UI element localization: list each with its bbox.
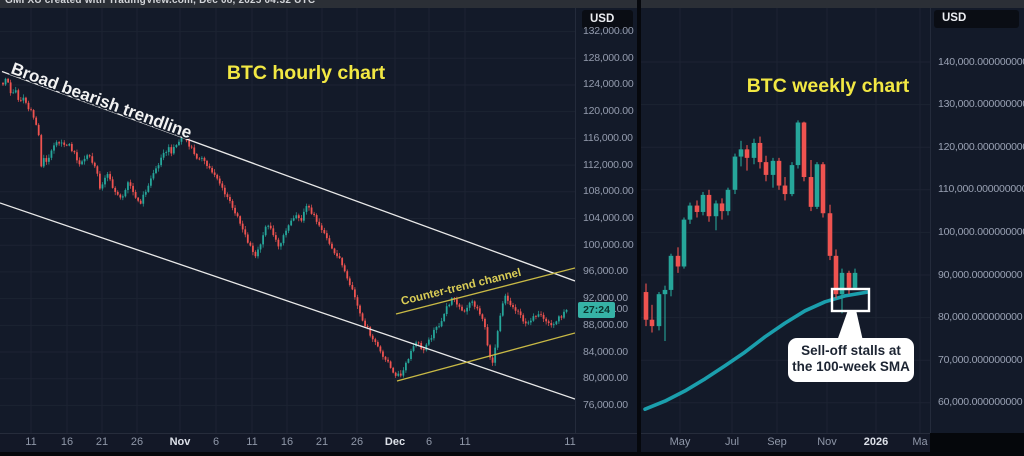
price-tick-label: 88,000.00 xyxy=(583,318,628,331)
bar-countdown-badge: 27:24 xyxy=(578,301,615,318)
trendline-drawings xyxy=(0,70,575,400)
price-tick-label: 130,000.000000000 xyxy=(938,98,1024,111)
hourly-price-axis[interactable]: USD 90,300.00 132,000.00128,000.00124,00… xyxy=(575,8,637,433)
time-tick-label: Nov xyxy=(169,436,191,448)
callout-bubble xyxy=(788,338,914,382)
price-tick-label: 112,000.00 xyxy=(583,158,633,171)
time-tick-label: 6 xyxy=(425,436,433,448)
price-tick-label: 96,000.00 xyxy=(583,265,628,278)
axis-corner xyxy=(930,433,1024,456)
currency-label: USD xyxy=(934,10,1019,28)
price-tick-label: 140,000.000000000 xyxy=(938,55,1024,68)
weekly-price-axis[interactable]: USD 140,000.000000000 130,000.000000000 12… xyxy=(930,8,1024,433)
callout-tail xyxy=(837,310,863,341)
sma-100w-line xyxy=(643,290,870,412)
bearish-trendline-lower xyxy=(0,202,575,400)
hourly-candlestick-series xyxy=(2,77,568,378)
price-tick-label: 132,000.00 xyxy=(583,25,634,38)
time-tick-label: Nov xyxy=(817,436,837,448)
price-tick-label: 116,000.00 xyxy=(583,131,633,144)
weekly-candlestick-series xyxy=(643,120,858,342)
price-tick-label: 80,000.00 xyxy=(583,372,628,385)
bearish-trendline-upper xyxy=(1,70,575,282)
counter-trend-channel-upper xyxy=(395,267,575,315)
time-tick-label: May xyxy=(669,436,691,448)
price-tick-label: 128,000.00 xyxy=(583,51,634,64)
time-tick-label: 11 xyxy=(564,436,576,448)
gridlines xyxy=(0,8,575,433)
bottom-strip xyxy=(0,452,1024,456)
price-tick-label: 100,000.00 xyxy=(583,238,634,251)
price-tick-label: 92,000.00 xyxy=(583,292,628,305)
time-tick-label: 2026 xyxy=(863,436,889,448)
price-tick-label: 84,000.00 xyxy=(583,345,628,358)
time-tick-label: 21 xyxy=(315,436,329,448)
time-tick-label: 11 xyxy=(25,436,37,448)
time-tick-label: Ma xyxy=(912,436,928,448)
hourly-chart-title: BTC hourly chart xyxy=(227,62,386,84)
time-tick-label: 21 xyxy=(95,436,109,448)
time-tick-label: Sep xyxy=(767,436,787,448)
time-tick-label: 26 xyxy=(350,436,364,448)
time-tick-label: 11 xyxy=(459,436,471,448)
time-tick-label: Dec xyxy=(384,436,406,448)
watermark-text: GMI XU created with TradingView.com, Dec… xyxy=(5,0,316,6)
price-tick-label: 80,000.000000000 xyxy=(938,311,1023,324)
bearish-trendline-label: Broad bearish trendline xyxy=(9,59,195,142)
price-tick-label: 104,000.00 xyxy=(583,211,634,224)
price-tick-label: 90,000.000000000 xyxy=(938,268,1023,281)
price-tick-label: 120,000.000000000 xyxy=(938,140,1024,153)
time-tick-label: Jul xyxy=(724,436,740,448)
time-tick-label: 11 xyxy=(246,436,258,448)
counter-trend-channel-lower xyxy=(396,332,575,382)
counter-trend-channel-label: Counter-trend channel xyxy=(400,267,523,308)
time-tick-label: 6 xyxy=(212,436,220,448)
time-tick-label: 26 xyxy=(130,436,144,448)
weekly-chart-title: BTC weekly chart xyxy=(747,75,910,97)
panel-divider xyxy=(637,0,641,456)
price-tick-label: 70,000.000000000 xyxy=(938,353,1023,366)
price-tick-label: 120,000.00 xyxy=(583,105,634,118)
price-tick-label: 76,000.00 xyxy=(583,398,628,411)
hourly-annotations: BTC hourly chart Broad bearish trendline C… xyxy=(7,57,523,308)
time-tick-label: 16 xyxy=(280,436,294,448)
hourly-time-axis[interactable]: 11 16 21 26 Nov 6 11 16 21 26 Dec 6 11 11 xyxy=(0,433,637,452)
callout-line2: the 100-week SMA xyxy=(792,359,910,374)
time-tick-label: 16 xyxy=(60,436,74,448)
price-tick-label: 124,000.00 xyxy=(583,78,634,91)
hourly-chart-canvas[interactable]: BTC hourly chart Broad bearish trendline C… xyxy=(0,8,575,433)
btc-hourly-chart-panel[interactable]: BTC hourly chart Broad bearish trendline C… xyxy=(0,8,637,433)
callout-line1: Sell-off stalls at xyxy=(801,343,901,358)
price-tick-label: 110,000.000000000 xyxy=(938,183,1024,196)
weekly-time-axis[interactable]: May Jul Sep Nov 2026 Ma xyxy=(641,433,930,452)
currency-label: USD xyxy=(582,10,633,29)
watermark-bar: GMI XU created with TradingView.com, Dec… xyxy=(0,0,1024,8)
price-tick-label: 108,000.00 xyxy=(583,185,634,198)
btc-weekly-chart-panel[interactable]: Sell-off stalls at the 100-week SMA BTC we… xyxy=(641,8,1024,433)
price-tick-label: 100,000.000000000 xyxy=(938,225,1024,238)
price-tick-label: 60,000.000000000 xyxy=(938,396,1023,409)
